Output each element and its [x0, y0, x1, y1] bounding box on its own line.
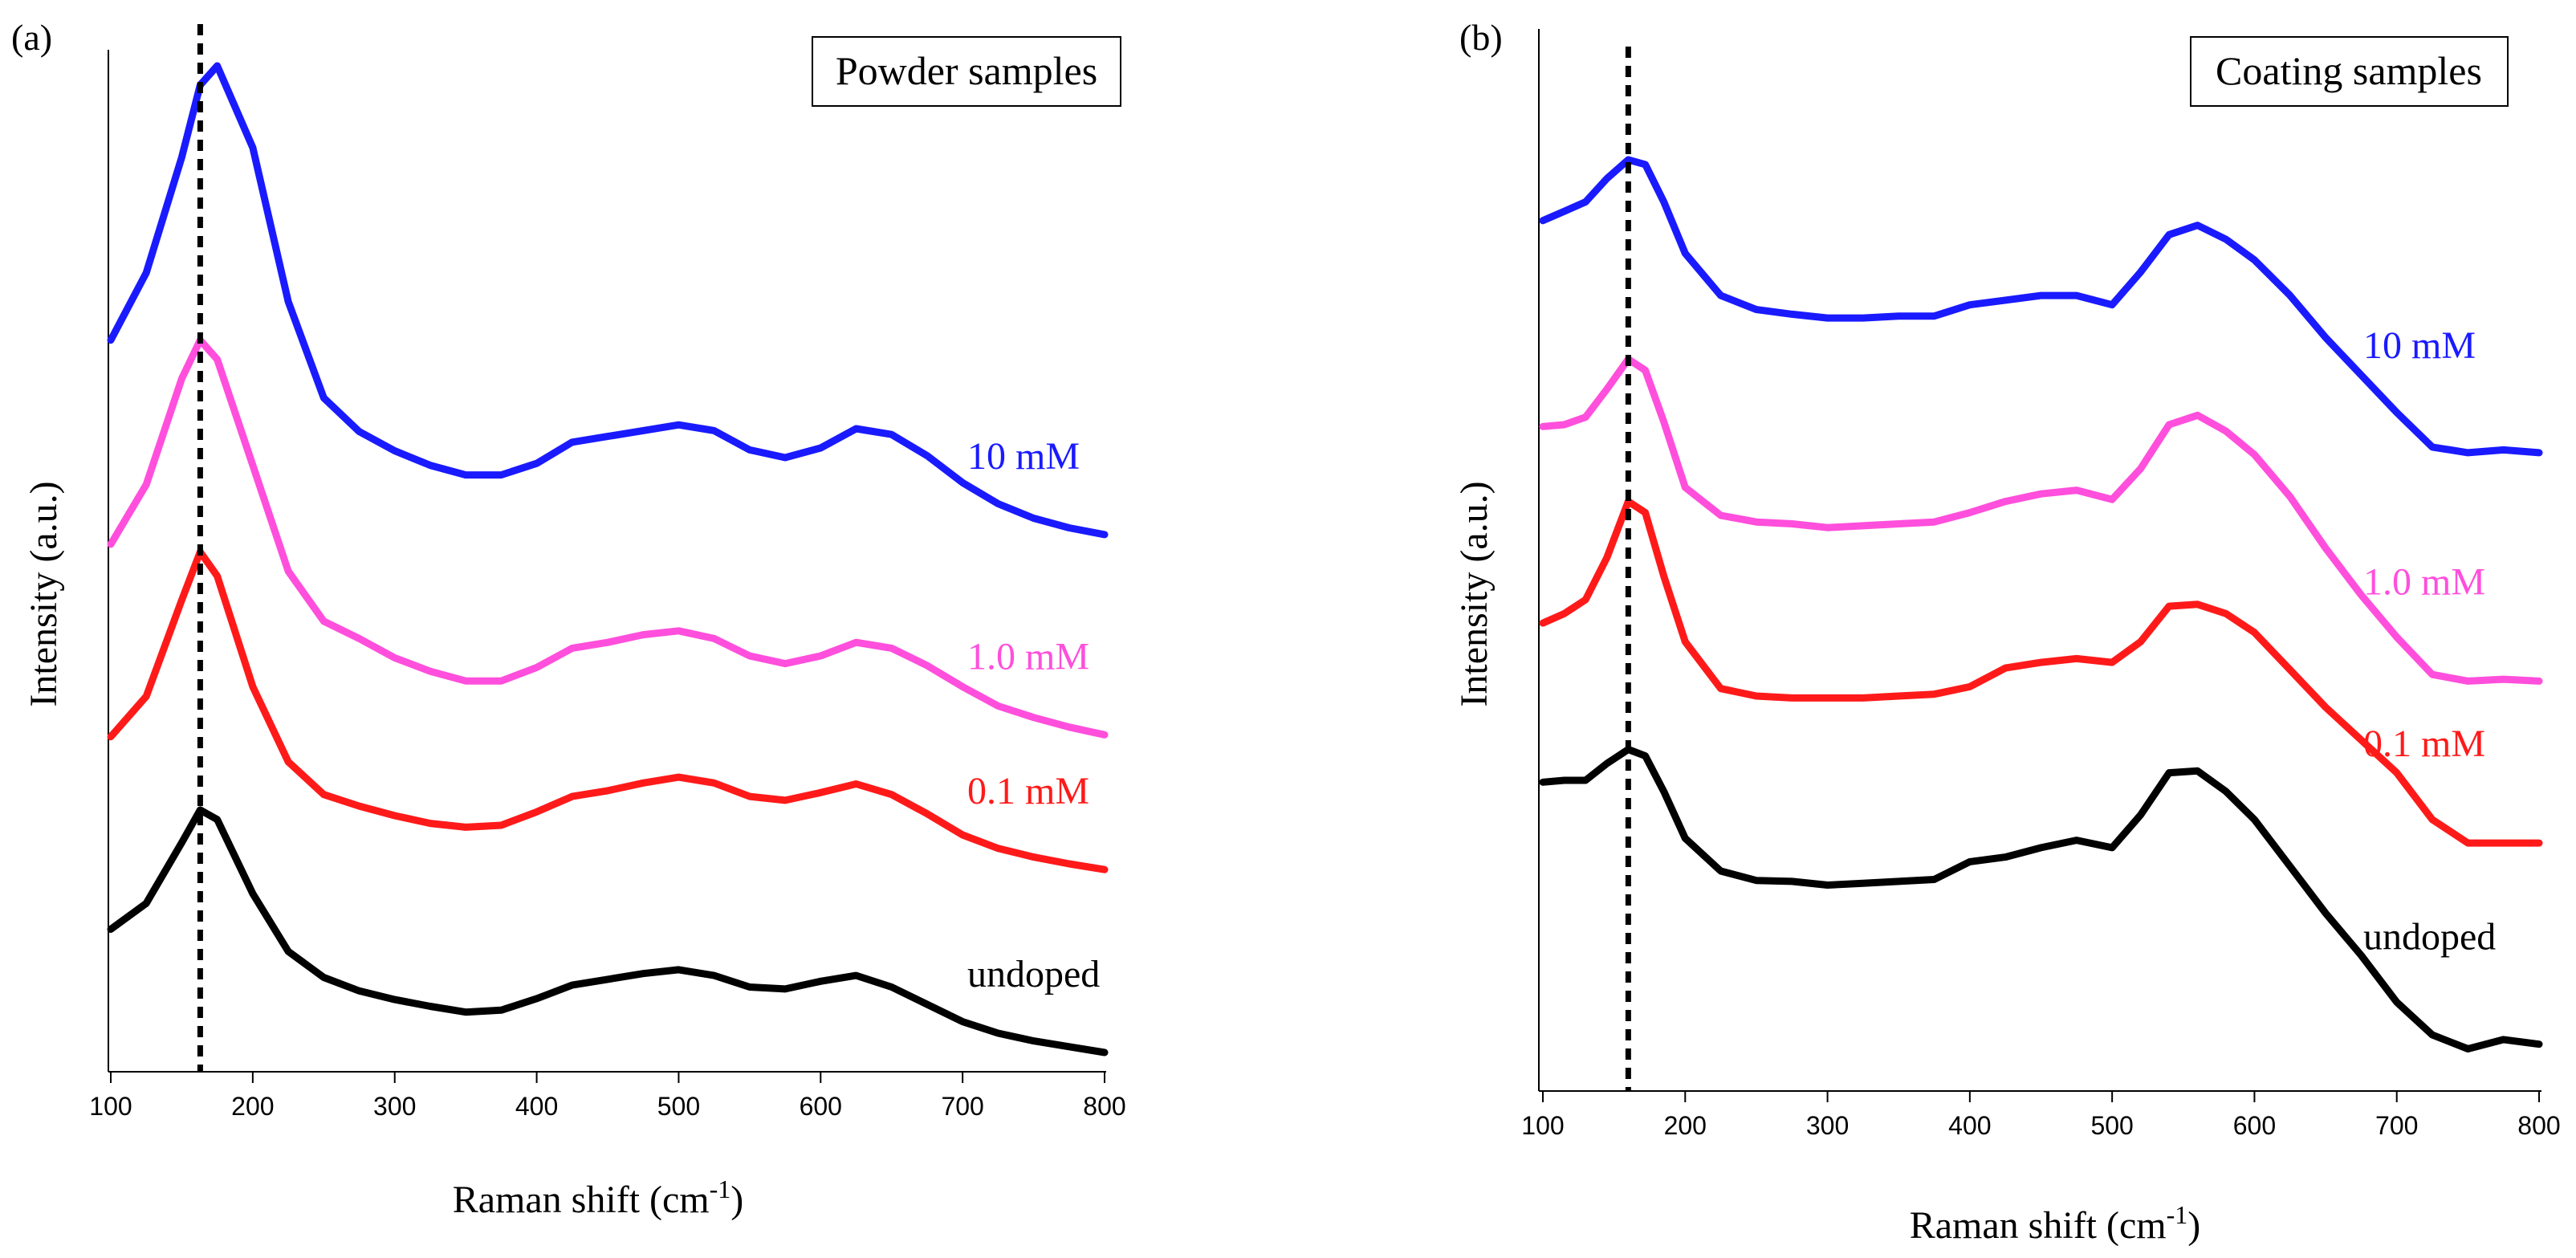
x-tick-label: 700 [2375, 1111, 2418, 1140]
x-tick-label: 700 [941, 1092, 983, 1121]
panel-powder-samples: (a) Powder samples 100 200 300 400 500 600 700… [11, 17, 1126, 1221]
x-tick-label: 300 [373, 1092, 416, 1121]
series-labels: undoped 0.1 mM 1.0 mM 10 mM [2363, 324, 2496, 959]
chart-title: Powder samples [836, 48, 1097, 93]
series-group [107, 62, 1109, 1056]
x-axis-label: Raman shift (cm-1) [453, 1175, 744, 1221]
x-tick-label: 800 [2517, 1111, 2560, 1140]
series-line-10-mm [1539, 156, 2543, 457]
x-tick-label: 600 [800, 1092, 842, 1121]
series-line-1-0-mm [1539, 355, 2543, 685]
x-ticks: 100 200 300 400 500 600 700 800 [89, 1072, 1126, 1121]
panel-tag: (a) [11, 17, 52, 58]
x-tick-label: 100 [1521, 1111, 1564, 1140]
series-label-0-1-mm: 0.1 mM [967, 770, 1089, 812]
x-ticks: 100 200 300 400 500 600 700 800 [1521, 1091, 2561, 1140]
x-tick-label: 800 [1083, 1092, 1125, 1121]
series-labels: undoped 0.1 mM 1.0 mM 10 mM [967, 435, 1100, 995]
series-group [1539, 156, 2543, 1052]
series-label-undoped: undoped [967, 953, 1100, 995]
x-tick-label: 500 [657, 1092, 700, 1121]
x-tick-label: 400 [1948, 1111, 1991, 1140]
title-box [812, 36, 1121, 107]
series-label-10-mm: 10 mM [2363, 324, 2476, 367]
series-label-undoped: undoped [2363, 916, 2496, 959]
x-tick-label: 300 [1806, 1111, 1849, 1140]
x-tick-label: 400 [515, 1092, 558, 1121]
series-line-0-1-mm [1539, 498, 2543, 847]
series-line-1-0-mm [107, 336, 1109, 739]
panel-tag: (b) [1459, 17, 1503, 58]
series-label-10-mm: 10 mM [967, 435, 1080, 478]
series-line-undoped [1539, 746, 2543, 1052]
series-label-1-0-mm: 1.0 mM [2363, 560, 2485, 603]
x-tick-label: 600 [2233, 1111, 2276, 1140]
chart-title: Coating samples [2216, 48, 2482, 93]
panel-coating-samples: (b) Coating samples 100 200 300 400 500 600 70… [1453, 17, 2561, 1247]
y-axis-label: Intensity (a.u.) [22, 481, 65, 706]
x-axis-label: Raman shift (cm-1) [1910, 1200, 2201, 1247]
series-line-0-1-mm [107, 548, 1109, 873]
x-tick-label: 200 [1664, 1111, 1707, 1140]
series-label-1-0-mm: 1.0 mM [967, 635, 1089, 678]
x-tick-label: 500 [2090, 1111, 2133, 1140]
y-axis-label: Intensity (a.u.) [1453, 481, 1496, 706]
x-tick-label: 200 [231, 1092, 274, 1121]
series-line-undoped [107, 806, 1109, 1056]
series-line-10-mm [107, 62, 1109, 539]
series-label-0-1-mm: 0.1 mM [2363, 723, 2485, 765]
title-box [2190, 36, 2509, 107]
x-tick-label: 100 [89, 1092, 132, 1121]
